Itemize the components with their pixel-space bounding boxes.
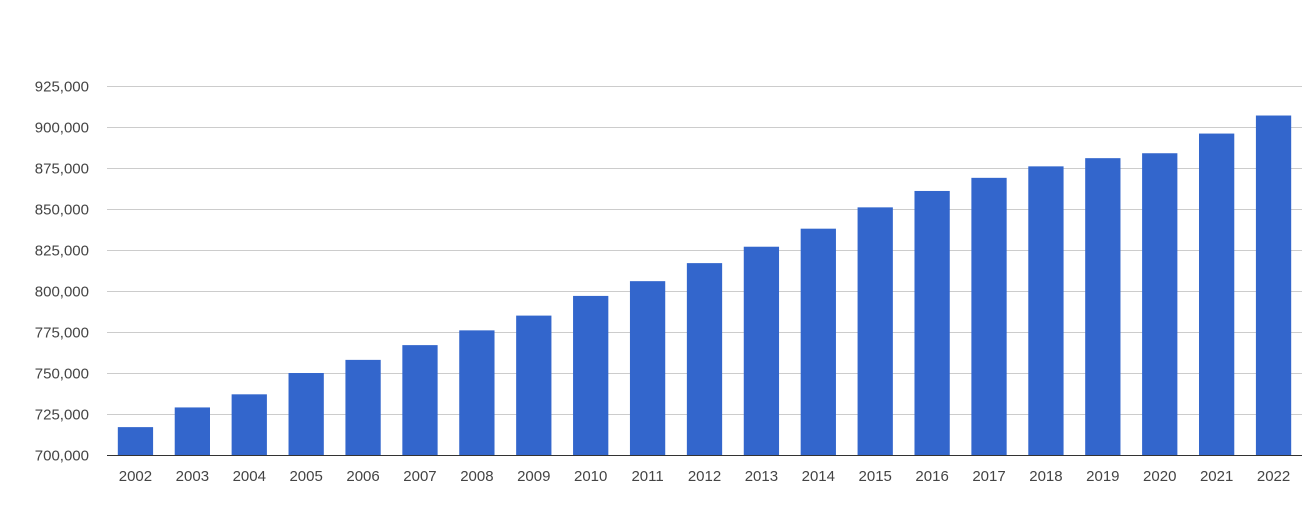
x-tick-label: 2022: [1257, 468, 1290, 485]
bar-2015: [857, 207, 893, 455]
x-tick-label: 2012: [688, 468, 721, 485]
y-tick-label: 850,000: [35, 202, 89, 219]
y-tick-label: 775,000: [35, 325, 89, 342]
y-tick-label: 725,000: [35, 407, 89, 424]
bar-2009: [516, 315, 552, 455]
bar-2021: [1199, 133, 1235, 455]
x-tick-label: 2011: [631, 468, 663, 485]
x-tick-label: 2018: [1029, 468, 1062, 485]
bar-2011: [629, 281, 666, 455]
bar-2019: [1085, 158, 1121, 455]
y-tick-label: 825,000: [35, 243, 89, 260]
bar-2007: [402, 345, 438, 455]
x-tick-label: 2008: [460, 468, 493, 485]
y-tick-label: 900,000: [35, 120, 89, 137]
bar-2014: [800, 228, 836, 455]
x-tick-label: 2013: [745, 468, 778, 485]
bar-2017: [971, 177, 1007, 455]
bar-2002: [117, 427, 154, 455]
x-tick-label: 2016: [915, 468, 948, 485]
x-tick-label: 2009: [517, 468, 550, 485]
bar-2010: [573, 295, 609, 455]
x-tick-label: 2010: [574, 468, 607, 485]
x-tick-label: 2006: [346, 468, 379, 485]
bar-2022: [1255, 115, 1292, 456]
x-tick-label: 2003: [176, 468, 209, 485]
y-axis: 700,000 725,000 750,000 775,000 800,000 825,0…: [35, 79, 89, 465]
y-tick-label: 800,000: [35, 284, 89, 301]
x-tick-label: 2017: [972, 468, 1005, 485]
bar-2016: [914, 190, 950, 455]
bar-2004: [231, 394, 267, 455]
x-tick-label: 2021: [1200, 468, 1233, 485]
bar-2012: [686, 263, 723, 455]
x-tick-label: 2014: [802, 468, 835, 485]
x-axis: 2002 2003 2004 2005 2006 2007 2008 2009 2010 2011…: [107, 455, 1302, 485]
bar-2005: [288, 373, 324, 455]
bar-2006: [345, 359, 381, 455]
bars: [117, 115, 1292, 456]
x-tick-label: 2005: [289, 468, 322, 485]
bar-2008: [459, 330, 495, 455]
y-tick-label: 700,000: [35, 448, 89, 465]
bar-2020: [1142, 153, 1178, 456]
bar-2018: [1028, 166, 1064, 456]
x-tick-label: 2019: [1086, 468, 1119, 485]
y-tick-label: 750,000: [35, 366, 89, 383]
x-tick-label: 2020: [1143, 468, 1176, 485]
y-tick-label: 875,000: [35, 161, 89, 178]
bar-2013: [743, 246, 780, 455]
y-tick-label: 925,000: [35, 79, 89, 96]
x-tick-label: 2015: [859, 468, 892, 485]
bar-2003: [174, 407, 210, 455]
x-tick-label: 2004: [233, 468, 266, 485]
x-tick-label: 2007: [403, 468, 436, 485]
x-tick-label: 2002: [119, 468, 152, 485]
